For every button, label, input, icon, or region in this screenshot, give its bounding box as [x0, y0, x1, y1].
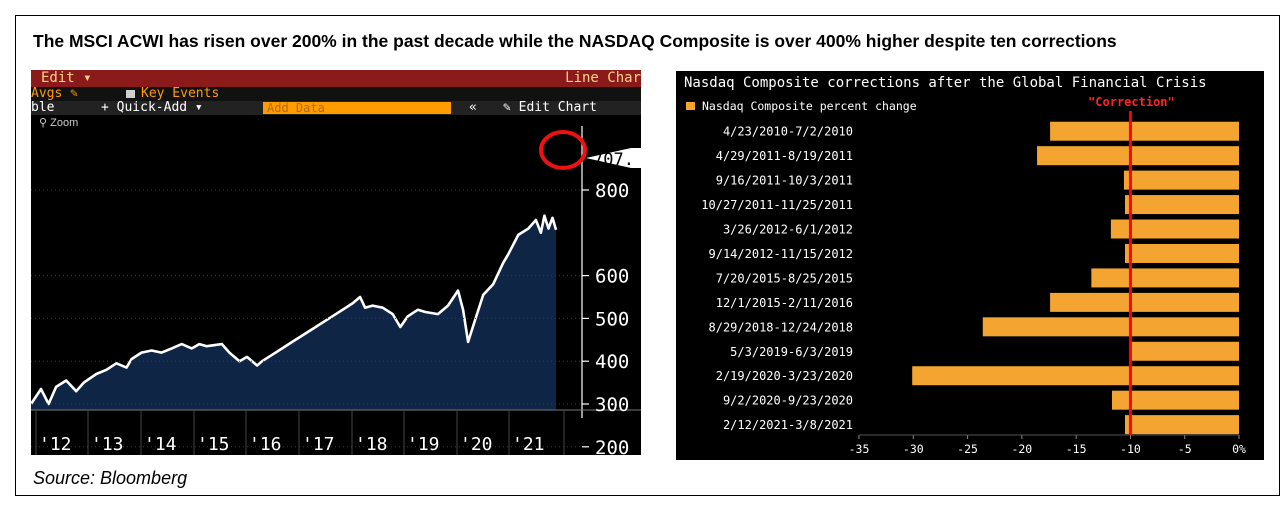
key-events-label[interactable]: Key Events	[141, 86, 220, 101]
y-tick-label: 800	[595, 180, 629, 202]
quick-add-button[interactable]: + Quick-Add ▾	[101, 100, 203, 115]
category-label: 8/29/2018-12/24/2018	[709, 320, 854, 334]
correction-bar	[1125, 243, 1239, 263]
add-data-input[interactable]: Add Data	[263, 102, 451, 114]
table-button[interactable]: ble	[31, 100, 55, 115]
x-tick-label: '19	[407, 434, 440, 455]
category-label: 9/2/2020-9/23/2020	[723, 394, 853, 408]
figure-frame	[15, 15, 1280, 496]
line-chart-title: Line Char	[565, 70, 641, 86]
nasdaq-corrections-bar-chart: Nasdaq Composite corrections after the G…	[684, 75, 1246, 456]
x-tick-label: -10	[1120, 442, 1141, 456]
category-label: 7/20/2015-8/25/2015	[716, 271, 853, 285]
correction-bar	[1123, 170, 1239, 190]
terminal-toolbar: ble + Quick-Add ▾ Add Data « ✎ Edit Char…	[31, 100, 641, 115]
category-label: 2/19/2020-3/23/2020	[716, 369, 853, 383]
category-label: 3/26/2012-6/1/2012	[723, 223, 853, 237]
acwi-area-fill	[31, 215, 556, 410]
correction-bar	[1125, 195, 1239, 215]
correction-bar	[1050, 121, 1239, 141]
y-tick-label: 300	[595, 394, 629, 416]
x-tick-label: -30	[903, 442, 924, 456]
x-tick-label: '15	[197, 434, 230, 455]
x-tick-label: '14	[144, 434, 177, 455]
correction-bar	[982, 317, 1239, 337]
category-label: 9/16/2011-10/3/2011	[716, 174, 853, 188]
acwi-area-chart: 800 600 500 400 300 200 707.	[31, 126, 641, 455]
legend-swatch	[686, 102, 695, 110]
category-label: 12/1/2015-2/11/2016	[716, 296, 853, 310]
key-events-checkbox-icon[interactable]	[126, 90, 135, 98]
edit-chart-button[interactable]: ✎ Edit Chart	[503, 100, 597, 115]
chart-title: Nasdaq Composite corrections after the G…	[684, 75, 1207, 91]
x-tick-label: '16	[249, 434, 282, 455]
y-tick-label: 200	[595, 437, 629, 455]
zoom-control[interactable]: ⚲ Zoom	[39, 117, 79, 129]
x-tick-label: '17	[302, 434, 335, 455]
last-value-label: 707.	[593, 150, 634, 170]
category-label: 4/29/2011-8/19/2011	[716, 149, 853, 163]
x-tick-label: -15	[1066, 442, 1087, 456]
category-label: 9/14/2012-11/15/2012	[709, 247, 854, 261]
source-note: Source: Bloomberg	[33, 468, 188, 488]
figure-headline: The MSCI ACWI has risen over 200% in the…	[33, 31, 1117, 51]
correction-label: "Correction"	[1088, 95, 1175, 109]
legend-label: Nasdaq Composite percent change	[702, 99, 917, 113]
correction-bar	[1125, 415, 1239, 435]
collapse-button[interactable]: «	[469, 100, 477, 115]
correction-bar	[912, 366, 1239, 386]
x-tick-label: '20	[460, 434, 493, 455]
category-label: 2/12/2021-3/8/2021	[723, 418, 853, 432]
correction-bar	[1131, 341, 1239, 361]
x-tick-label: '18	[355, 434, 388, 455]
y-tick-label: 500	[595, 308, 629, 330]
x-tick-label: -5	[1178, 442, 1192, 456]
category-label: 4/23/2010-7/2/2010	[723, 125, 853, 139]
recent-peak-highlight-circle	[539, 130, 587, 170]
category-label: 5/3/2019-6/3/2019	[730, 345, 853, 359]
correction-bar	[1037, 146, 1239, 166]
last-value-marker	[586, 148, 641, 168]
terminal-options-bar: Avgs ✎ Key Events	[31, 86, 641, 101]
terminal-title-bar: Edit ▾ Line Char	[31, 70, 641, 87]
y-tick-label: 600	[595, 266, 629, 288]
category-label: 10/27/2011-11/25/2011	[701, 198, 853, 212]
x-tick-label: '12	[39, 434, 72, 455]
x-tick-label: '13	[91, 434, 124, 455]
x-tick-label: '21	[512, 434, 545, 455]
y-tick-label: 400	[595, 351, 629, 373]
correction-bar	[1091, 268, 1239, 288]
correction-bar	[1110, 219, 1239, 239]
x-tick-label: -35	[849, 442, 870, 456]
x-tick-label: 0%	[1232, 442, 1246, 456]
correction-bar	[1111, 390, 1239, 410]
avgs-button[interactable]: Avgs ✎	[31, 86, 78, 101]
acwi-price-line	[31, 214, 558, 406]
edit-menu[interactable]: Edit ▾	[41, 70, 92, 86]
correction-bar	[1050, 292, 1239, 312]
x-tick-label: -20	[1011, 442, 1032, 456]
x-tick-label: -25	[957, 442, 978, 456]
msci-acwi-terminal-chart: Edit ▾ Line Char Avgs ✎ Key Events ble +…	[31, 70, 641, 455]
nasdaq-corrections-chart: Nasdaq Composite corrections after the G…	[676, 71, 1264, 460]
